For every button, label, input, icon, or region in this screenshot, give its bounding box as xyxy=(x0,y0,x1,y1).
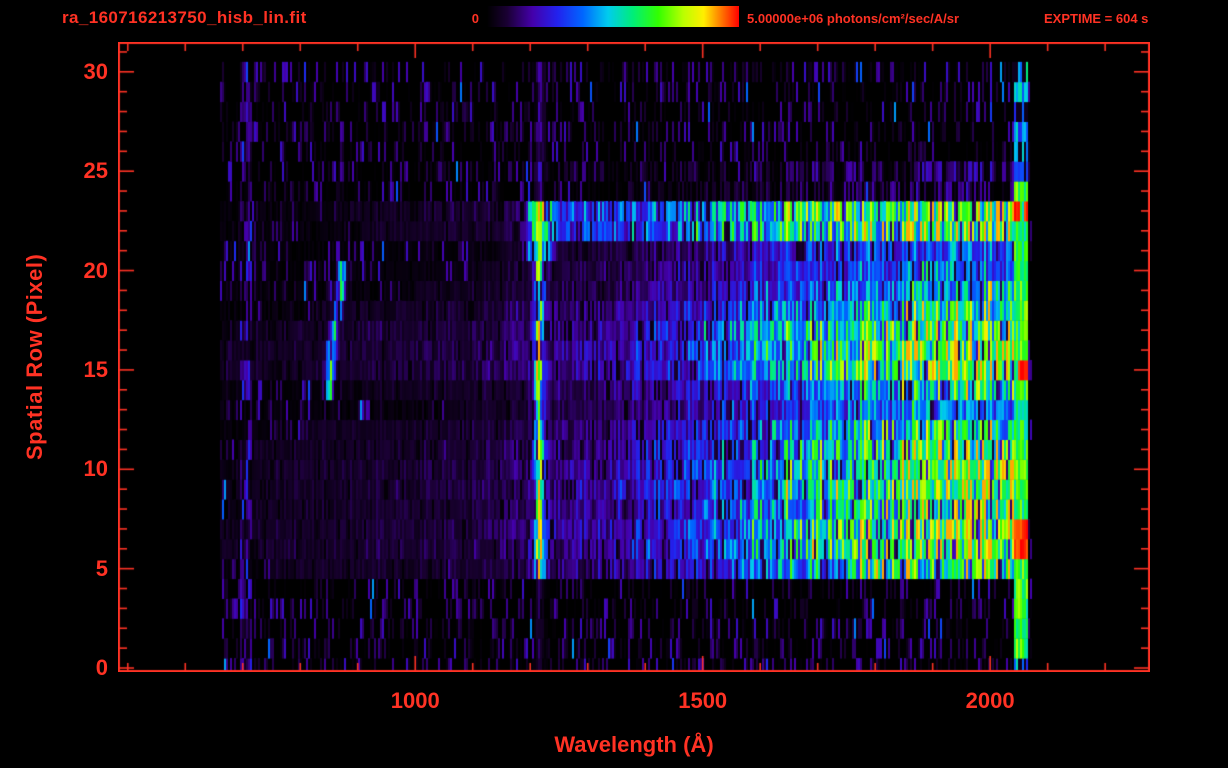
x-tick-label: 1000 xyxy=(390,688,440,713)
y-tick-label: 0 xyxy=(95,655,108,681)
axes-frame-canvas xyxy=(118,42,1150,672)
colorbar-min-label: 0 xyxy=(471,11,479,26)
y-tick-label: 10 xyxy=(83,456,108,482)
plot-area xyxy=(118,42,1150,672)
y-tick-label: 5 xyxy=(95,555,108,581)
x-tick-label: 1500 xyxy=(678,688,728,713)
colorbar-gradient xyxy=(487,6,739,27)
y-tick-label: 30 xyxy=(83,58,108,84)
y-tick-label: 20 xyxy=(83,257,108,283)
exptime-label: EXPTIME = 604 s xyxy=(1044,11,1149,26)
filename-title: ra_160716213750_hisb_lin.fit xyxy=(62,8,307,27)
y-tick-label: 15 xyxy=(83,356,108,382)
x-tick-label: 2000 xyxy=(965,688,1015,713)
colorbar-max-label: 5.00000e+06 photons/cm²/sec/A/sr xyxy=(747,11,960,26)
x-axis-title: Wavelength (Å) xyxy=(554,732,714,757)
y-tick-label: 25 xyxy=(83,158,108,184)
